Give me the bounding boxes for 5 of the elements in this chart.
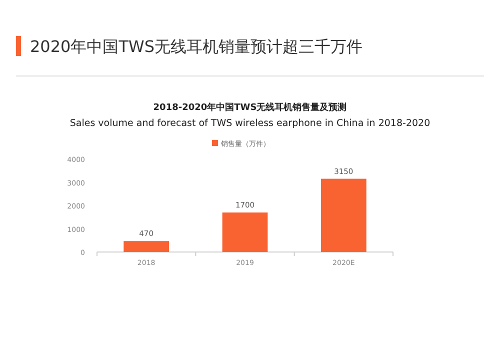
bar — [320, 178, 366, 252]
bar — [124, 241, 170, 252]
chart-subtitle: 2018-2020年中国TWS无线耳机销售量及预测 Sales volume and forecast of TWS wireless earphone in China in 2018-2020 — [70, 102, 430, 129]
bar — [222, 212, 268, 252]
chart-title: 2020年中国TWS无线耳机销量预计超三千万件 — [30, 37, 362, 56]
